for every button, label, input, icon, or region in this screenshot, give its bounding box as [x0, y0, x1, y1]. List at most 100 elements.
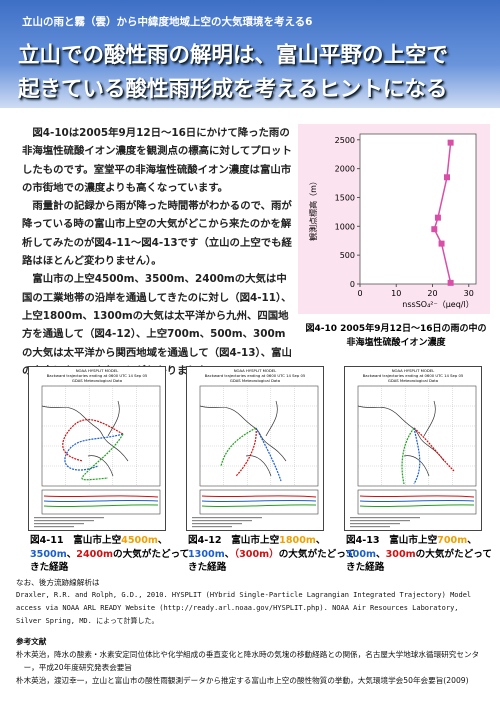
map-header: NOAA HYSPLIT MODEL	[392, 368, 435, 373]
trajectory	[413, 427, 455, 472]
caption-line: 非海塩性硫酸イオン濃度	[346, 338, 446, 348]
height-panel	[199, 489, 319, 515]
map-header: Backward trajectories ending at 0600 UTC…	[205, 373, 306, 378]
note-intro: なお、後方流跡線解析は	[16, 578, 100, 587]
height-trace	[359, 499, 475, 503]
y-tick-label: 1500	[335, 193, 355, 202]
paragraph: 図4-10は2005年9月12日〜16日にかけて降った雨の非海塩性硫酸イオン濃度…	[22, 127, 292, 194]
footer-text	[350, 523, 400, 525]
data-line	[433, 142, 452, 284]
trajectory	[64, 433, 124, 471]
reference: 朴木英治，降水の酸素・水素安定同位体比や化学組成の垂直変化と降水時の気塊の移動経…	[16, 650, 480, 672]
data-point	[447, 279, 454, 286]
trajectory	[62, 419, 124, 462]
ref-heading: 参考文献	[16, 637, 47, 646]
footer-text	[34, 526, 74, 528]
caption-text: 300m	[385, 548, 416, 560]
height-trace	[43, 504, 159, 508]
caption-line: 1300m、（300m）の大気がたどって	[188, 548, 355, 562]
caption-text: 500m	[346, 548, 377, 560]
footer-text	[350, 520, 410, 522]
y-tick-label: 1000	[335, 222, 355, 231]
body-text: 図4-10は2005年9月12日〜16日にかけて降った雨の非海塩性硫酸イオン濃度…	[22, 124, 292, 380]
x-tick-label: 30	[464, 289, 474, 298]
caption-text: 図4-12 富山市上空	[188, 535, 280, 546]
caption-text: きた経路	[30, 562, 69, 573]
height-trace	[359, 495, 475, 498]
caption-line: きた経路	[188, 561, 338, 575]
caption-text: 4500m	[121, 535, 158, 546]
reference: 朴木英治，渡辺幸一，立山と富山市の酸性雨観測データから推定する富山市上空の酸性物…	[16, 676, 469, 685]
chart-caption: 図4-10 2005年9月12日〜16日の雨の中の 非海塩性硫酸イオン濃度	[296, 322, 496, 350]
trajectory	[81, 433, 124, 481]
trajectory	[413, 427, 421, 485]
map-header: NOAA HYSPLIT MODEL	[234, 368, 277, 373]
notes: なお、後方流跡線解析は Draxler, R.R. and Rolph, G.D…	[16, 576, 486, 687]
data-point	[434, 214, 441, 221]
caption-line: 図4-13 富山市上空700m、	[346, 534, 496, 548]
trajectory	[235, 427, 257, 477]
coastline	[199, 400, 287, 477]
caption-text: の大気がたどって	[415, 548, 492, 560]
footer-text	[34, 523, 84, 525]
data-point	[438, 240, 445, 247]
caption-text: 1800m	[279, 535, 316, 546]
footer-text	[34, 520, 94, 522]
height-trace	[201, 495, 317, 498]
footer-text	[192, 526, 232, 528]
data-point	[447, 139, 454, 146]
caption-line: 3500m、2400mの大気がたどって	[30, 548, 189, 562]
caption-text: （300m）	[234, 548, 279, 560]
height-trace	[43, 499, 159, 503]
x-axis-label: nssSO₄²⁻（μeq/l）	[402, 300, 473, 309]
x-tick-label: 0	[357, 289, 362, 298]
title: 立山での酸性雨の解明は、富山平野の上空で	[18, 43, 449, 68]
caption-text: 、	[224, 548, 235, 560]
height-panel	[41, 489, 161, 515]
caption-line: 図4-12 富山市上空1800m、	[188, 534, 338, 548]
map-header: GDAS Meteorological Data	[72, 378, 122, 383]
caption-text: きた経路	[188, 562, 227, 573]
caption-text: きた経路	[346, 562, 385, 573]
caption-line: きた経路	[346, 561, 496, 575]
caption-text: 3500m	[30, 548, 67, 560]
footer-text	[34, 517, 104, 519]
chart: 0 500 1000 1500 2000 2500 0 10 20 30 nssSO₄²⁻（μeq/…	[298, 124, 490, 314]
y-tick-label: 0	[350, 280, 355, 289]
caption-text: 、	[376, 548, 386, 560]
y-axis-label: 観測点標高（m）	[308, 177, 318, 241]
footer-text	[192, 520, 252, 522]
header-band: 立山の雨と霧（雲）から中緯度地域上空の大気環境を考える6 立山での酸性雨の解明は…	[0, 0, 500, 108]
caption-text: 、	[467, 535, 477, 546]
height-trace	[201, 504, 317, 508]
map-header: Backward trajectories ending at 0600 UTC…	[47, 373, 148, 378]
caption-text: 図4-11 富山市上空	[30, 535, 122, 546]
caption-text: 700m	[437, 535, 468, 546]
trajectory	[255, 427, 282, 482]
trajectory	[401, 427, 415, 485]
plot-area	[359, 133, 477, 285]
caption-line: きた経路	[30, 561, 180, 575]
caption-text: 、	[157, 535, 168, 546]
paragraph: 雨量計の記録から雨が降った時間帯がわかるので、雨が降っている時の富山市上空の大気…	[22, 200, 292, 268]
coastline	[357, 400, 445, 477]
citation: Draxler, R.R. and Rolph, G.D., 2010. HYS…	[16, 591, 472, 625]
data-point	[444, 174, 450, 181]
map-caption: 図4-13 富山市上空700m、 500m、300mの大気がたどって きた経路	[346, 534, 496, 575]
map-panel	[357, 385, 477, 487]
map-header: GDAS Meteorological Data	[388, 378, 438, 383]
footer-text	[192, 517, 262, 519]
caption-text: 、	[315, 535, 326, 546]
map-header: Backward trajectories ending at 0600 UTC…	[363, 373, 464, 378]
caption-text: 2400m	[76, 548, 113, 560]
caption-line: 500m、300mの大気がたどって	[346, 548, 496, 562]
height-panel	[357, 489, 477, 515]
height-trace	[359, 504, 475, 508]
caption-text: の大気がたどって	[278, 548, 355, 560]
caption-text: 図4-13 富山市上空	[346, 535, 438, 546]
height-trace	[43, 495, 159, 498]
